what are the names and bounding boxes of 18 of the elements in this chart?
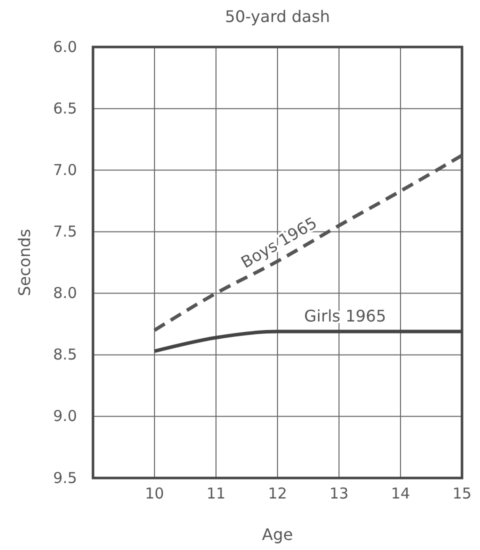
x-tick-label: 11	[206, 484, 226, 503]
x-tick-label: 12	[268, 484, 288, 503]
y-tick-label: 9.5	[53, 468, 77, 487]
line-series	[152, 154, 464, 332]
x-tick-label: 13	[329, 484, 349, 503]
x-tick-label: 15	[452, 484, 472, 503]
chart-title: 50-yard dash	[224, 7, 330, 26]
y-tick-label: 6.5	[53, 99, 77, 118]
y-tick-label: 6.0	[53, 38, 77, 56]
x-axis-title: Age	[262, 525, 293, 544]
y-tick-label: 7.5	[53, 222, 77, 241]
y-tick-label: 8.5	[53, 346, 77, 364]
y-tick-label: 9.0	[53, 407, 77, 426]
y-tick-label: 7.0	[53, 160, 77, 179]
x-tick-label: 14	[390, 484, 410, 503]
y-tick-label: 8.0	[53, 284, 77, 302]
x-tick-label: 10	[144, 484, 164, 503]
y-axis-title: Seconds	[15, 228, 34, 296]
